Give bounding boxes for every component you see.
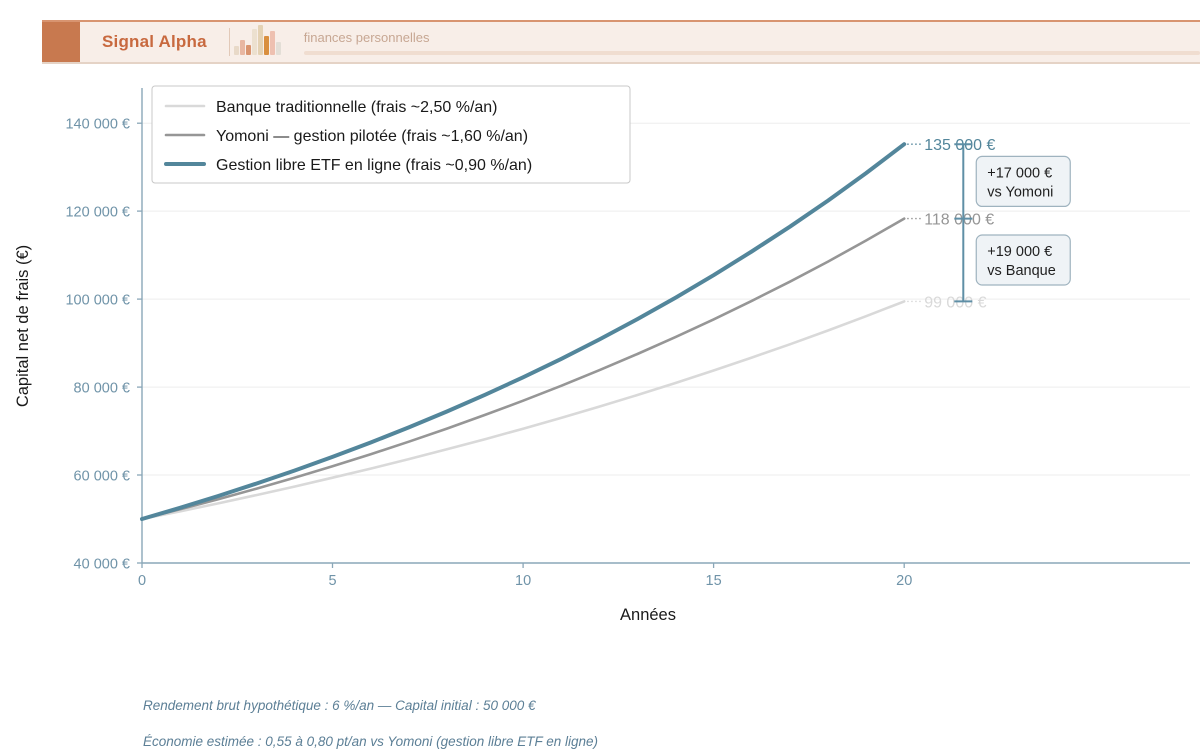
legend-label-1: Yomoni — gestion pilotée (frais ~1,60 %/… (216, 128, 528, 145)
chart-caption-assumptions: Rendement brut hypothétique : 6 %/an — C… (143, 698, 536, 713)
chart-canvas: 40 000 € 60 000 € 80 000 € 100 000 € 120 000… (14, 85, 1190, 624)
brand-title: Signal Alpha (102, 32, 207, 51)
y-tick-labels: 40 000 € 60 000 € 80 000 € 100 000 € 120 000… (65, 117, 130, 573)
end-label-text: 135 000 € (924, 137, 995, 154)
annotation-amount: +19 000 € (987, 244, 1052, 260)
bar-chart-icon-bar-7 (276, 42, 282, 55)
annotation-compare: vs Banque (987, 263, 1056, 279)
annotation-callouts: +17 000 € vs Yomoni +19 000 € vs Banque (975, 155, 1071, 286)
end-label-text: 118 000 € (924, 212, 994, 229)
series-line-yomoni (140, 217, 906, 521)
header-tagline: finances personnelles (286, 22, 1200, 62)
chart-legend: Banque traditionnelle (frais ~2,50 %/an)… (151, 85, 631, 184)
series-line-banque (140, 300, 906, 521)
x-tick-label: 5 (328, 573, 336, 589)
x-tick-label: 20 (896, 573, 912, 589)
x-tick-marks (141, 563, 905, 568)
bar-chart-icon-bar-5 (264, 36, 270, 55)
bar-chart-icon-bar-0 (234, 46, 240, 55)
brand-color-block (42, 22, 80, 62)
annotation-compare: vs Yomoni (987, 184, 1053, 200)
y-axis-title: Capital net de frais (€) (14, 245, 32, 407)
bar-chart-icon-bar-6 (270, 31, 276, 55)
bar-chart-icon-bar-3 (252, 29, 258, 55)
annotation-bracket (954, 143, 973, 303)
y-tick-label: 120 000 € (65, 205, 130, 221)
y-tick-label: 80 000 € (74, 381, 130, 397)
fees-comparison-chart: 40 000 € 60 000 € 80 000 € 100 000 € 120 000… (0, 64, 1200, 749)
y-tick-label: 40 000 € (74, 557, 130, 573)
y-tick-marks (137, 122, 142, 564)
x-axis-title: Années (620, 606, 676, 624)
header-divider (228, 28, 230, 56)
chart-caption-savings: Économie estimée : 0,55 à 0,80 pt/an vs … (143, 734, 599, 749)
header-tagline-rule (303, 50, 1200, 55)
annotation-box-0 (975, 155, 1071, 208)
header-tagline-text: finances personnelles (303, 29, 430, 45)
app-header-band: Signal Alpha finances personnelles (42, 20, 1200, 64)
x-tick-label: 0 (138, 573, 146, 589)
y-tick-label: 100 000 € (65, 293, 130, 309)
bar-chart-icon-bar-4 (258, 25, 264, 55)
legend-label-0: Banque traditionnelle (frais ~2,50 %/an) (216, 99, 498, 116)
y-tick-label: 140 000 € (65, 117, 130, 133)
x-tick-labels: 0 5 10 15 20 (138, 573, 912, 589)
chart-series-lines (140, 142, 907, 521)
legend-label-2: Gestion libre ETF en ligne (frais ~0,90 … (216, 157, 532, 174)
series-end-labels: 99 000 € 118 000 € 135 000 € (907, 137, 995, 311)
x-tick-label: 10 (515, 573, 531, 589)
y-tick-label: 60 000 € (74, 469, 130, 485)
series-line-etf-en-ligne (140, 142, 907, 521)
bar-chart-icon (230, 22, 286, 62)
annotation-amount: +17 000 € (987, 165, 1052, 181)
bar-chart-icon-bar-2 (246, 45, 252, 55)
bar-chart-icon-bar-1 (240, 40, 246, 55)
end-label-text: 99 000 € (924, 294, 986, 311)
legend-box (151, 85, 631, 184)
annotation-box-1 (975, 234, 1071, 286)
x-tick-label: 15 (706, 573, 722, 589)
